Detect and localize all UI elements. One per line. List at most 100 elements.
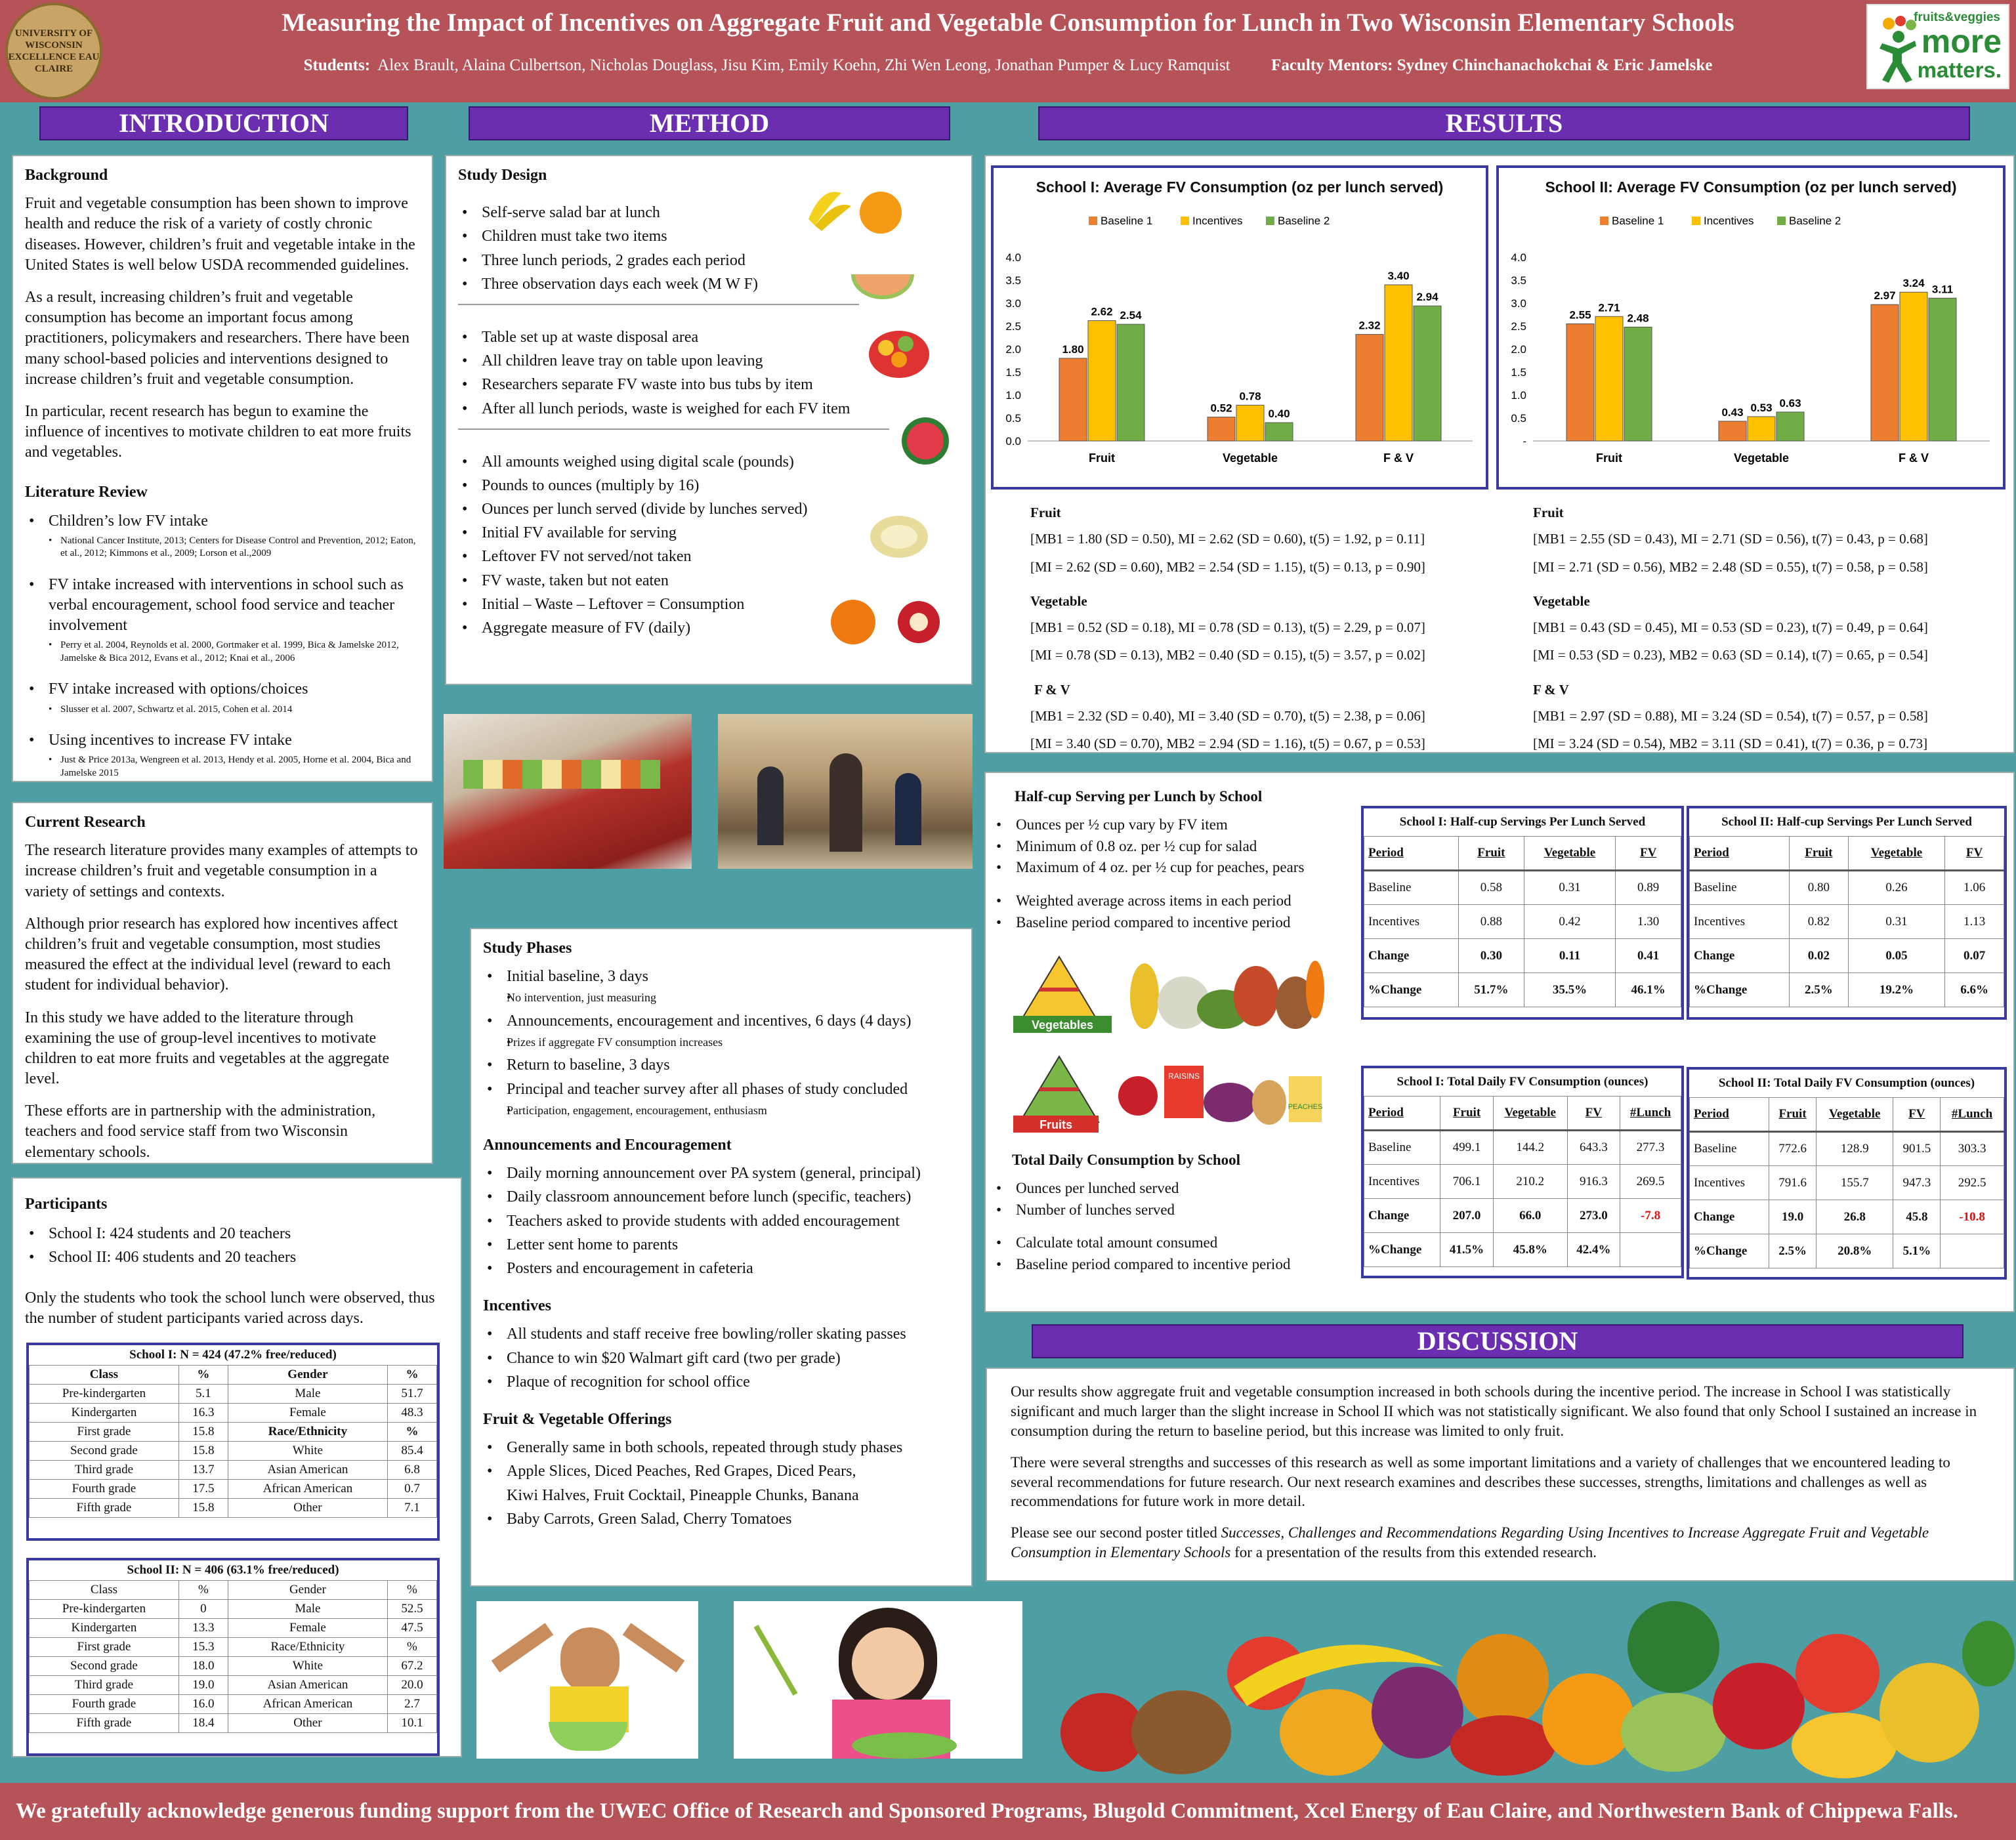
table-cell: Class (29, 1365, 179, 1385)
table-cell: 46.1% (1615, 972, 1681, 1007)
halfcup-heading: Half-cup Serving per Lunch by School (1015, 788, 1263, 805)
design-item: All children leave tray on table upon le… (458, 351, 959, 371)
bar (1265, 422, 1293, 442)
table-cell: 0.31 (1523, 870, 1616, 905)
table-cell: 772.6 (1769, 1131, 1816, 1166)
design-item: Leftover FV not served/not taken (458, 547, 959, 567)
school2-stats: Fruit [MB1 = 2.55 (SD = 0.43), MI = 2.71… (1533, 504, 1992, 763)
participants-item: School I: 424 students and 20 teachers (25, 1224, 449, 1244)
girl-eating-photo (734, 1601, 1022, 1759)
table-cell: 277.3 (1620, 1130, 1681, 1165)
design-item: Children must take two items (458, 226, 959, 247)
discussion-p3: Please see our second poster titled Succ… (1011, 1523, 1990, 1562)
table-cell: African American (227, 1694, 388, 1714)
school1-demographics-table: School I: N = 424 (47.2% free/reduced) C… (26, 1343, 440, 1541)
acknowledgement-footer: We gratefully acknowledge generous fundi… (0, 1783, 2016, 1840)
bullet: • (996, 1234, 1002, 1251)
table-cell: 0.07 (1944, 938, 2004, 973)
stats-line: [MB1 = 0.52 (SD = 0.18), MI = 0.78 (SD =… (1030, 619, 1425, 635)
data-label: 2.97 (1874, 289, 1895, 302)
cafeteria-photo (718, 714, 973, 869)
table-cell: 292.5 (1940, 1165, 2004, 1200)
table-cell: White (227, 1656, 388, 1676)
design-heading: Study Design (458, 167, 547, 184)
table-cell: 13.3 (178, 1618, 228, 1638)
table-cell: 5.1 (178, 1384, 228, 1404)
table-cell: 269.5 (1620, 1164, 1681, 1199)
bullet: • (996, 1256, 1002, 1272)
table-cell: 706.1 (1440, 1164, 1494, 1199)
table-cell: 66.0 (1492, 1198, 1568, 1233)
table-cell: 2.7 (387, 1694, 438, 1714)
x-tick-label: Fruit (1089, 451, 1115, 465)
table-title: School II: N = 406 (63.1% free/reduced) (127, 1563, 339, 1577)
data-label: 2.94 (1416, 291, 1438, 303)
table-title: School I: Half-cup Servings Per Lunch Se… (1399, 815, 1646, 829)
school2-chart: School II: Average FV Consumption (oz pe… (1496, 165, 2006, 490)
table-cell: Fourth grade (29, 1479, 179, 1499)
table-cell: First grade (29, 1422, 179, 1442)
table-row: Period Fruit Vegetable FV #Lunch (1363, 1096, 1681, 1131)
halfcup-list-b: Weighted average across items in each pe… (992, 892, 1360, 932)
table-cell: Change (1363, 1198, 1441, 1233)
table-cell: 0.31 (1847, 904, 1946, 939)
table-cell: 18.0 (178, 1656, 228, 1676)
table-cell: 19.2% (1847, 972, 1946, 1007)
table-cell: Incentives (1363, 1164, 1441, 1199)
second-poster-title: Successes, Challenges and Recommendation… (1011, 1524, 1929, 1561)
incentive-item: Chance to win $20 Walmart gift card (two… (483, 1349, 959, 1369)
halfcup-item: Weighted average across items in each pe… (992, 892, 1360, 911)
lit-refs: National Cancer Institute, 2013; Centers… (25, 535, 420, 560)
x-tick-label: F & V (1899, 451, 1929, 465)
table-cell: Vegetable (1847, 836, 1946, 871)
offering-item: Baby Carrots, Green Salad, Cherry Tomato… (483, 1509, 959, 1530)
table-cell: 207.0 (1440, 1198, 1494, 1233)
table-cell: % (178, 1365, 228, 1385)
table-cell: 48.3 (387, 1403, 438, 1423)
announcement-item: Daily morning announcement over PA syste… (483, 1163, 959, 1184)
table-cell: Fifth grade (29, 1498, 179, 1518)
fruits-label: Fruits (1040, 1118, 1072, 1131)
demographics-grid: Class% Gender% Pre-kindergarten 0 Male 52.5 Ki… (29, 1580, 438, 1733)
x-tick-label: Fruit (1596, 451, 1622, 465)
phases-heading: Study Phases (483, 940, 572, 957)
design-list-c: All amounts weighed using digital scale … (458, 452, 959, 639)
table-cell: FV (1566, 1096, 1621, 1131)
y-tick-label: 0.0 (1005, 435, 1021, 448)
design-item: Self-serve salad bar at lunch (458, 203, 959, 223)
table-row: Kindergarten 13.3 Female 47.5 (29, 1618, 438, 1638)
university-seal: UNIVERSITY OF WISCONSIN EXCELLENCE EAU C… (5, 3, 102, 100)
total-list-b: Calculate total amount consumed • Baseline… (992, 1234, 1360, 1274)
table-cell: Fourth grade (29, 1694, 179, 1714)
design-item: Table set up at waste disposal area (458, 327, 959, 348)
table-cell: 273.0 (1566, 1198, 1621, 1233)
total-item: Baseline period compared to incentive pe… (992, 1255, 1360, 1274)
y-tick-label: 0.5 (1511, 412, 1526, 425)
table-cell (1940, 1234, 2004, 1268)
total-list-a: Ounces per lunched served • Number of lunc… (992, 1179, 1360, 1220)
table-cell: 916.3 (1566, 1164, 1621, 1199)
orange-apple-icon (831, 600, 940, 644)
table-cell: Incentives (1689, 1165, 1770, 1200)
design-item: Ounces per lunch served (divide by lunch… (458, 499, 959, 520)
x-tick-label: F & V (1383, 451, 1414, 465)
table-cell: 0.42 (1523, 904, 1616, 939)
announcements-heading: Announcements and Encouragement (483, 1137, 732, 1154)
table-cell: 10.1 (387, 1713, 438, 1733)
table-cell: 17.5 (178, 1479, 228, 1499)
school1-halfcup-table: School I: Half-cup Servings Per Lunch Se… (1361, 806, 1684, 1020)
stats-heading: Vegetable (1533, 593, 1590, 609)
table-cell: Fruit (1440, 1096, 1494, 1131)
data-label: 0.40 (1268, 408, 1290, 420)
stats-line: [MI = 3.24 (SD = 0.54), MB2 = 3.11 (SD =… (1533, 736, 1928, 751)
legend-label: Incentives (1704, 215, 1754, 227)
lit-list: Children’s low FV intake (25, 511, 420, 532)
y-tick-label: 2.0 (1511, 343, 1526, 356)
bar (1207, 417, 1236, 442)
table-row: Baseline 0.80 0.26 1.06 (1689, 870, 2004, 905)
running-figure-icon (1880, 16, 1916, 83)
data-label: 0.78 (1239, 390, 1261, 402)
design-item: Initial – Waste – Leftover = Consumption (458, 595, 959, 615)
table-cell: 0.88 (1458, 904, 1524, 939)
table-row: Change 19.0 26.8 45.8 -10.8 (1689, 1200, 2004, 1234)
